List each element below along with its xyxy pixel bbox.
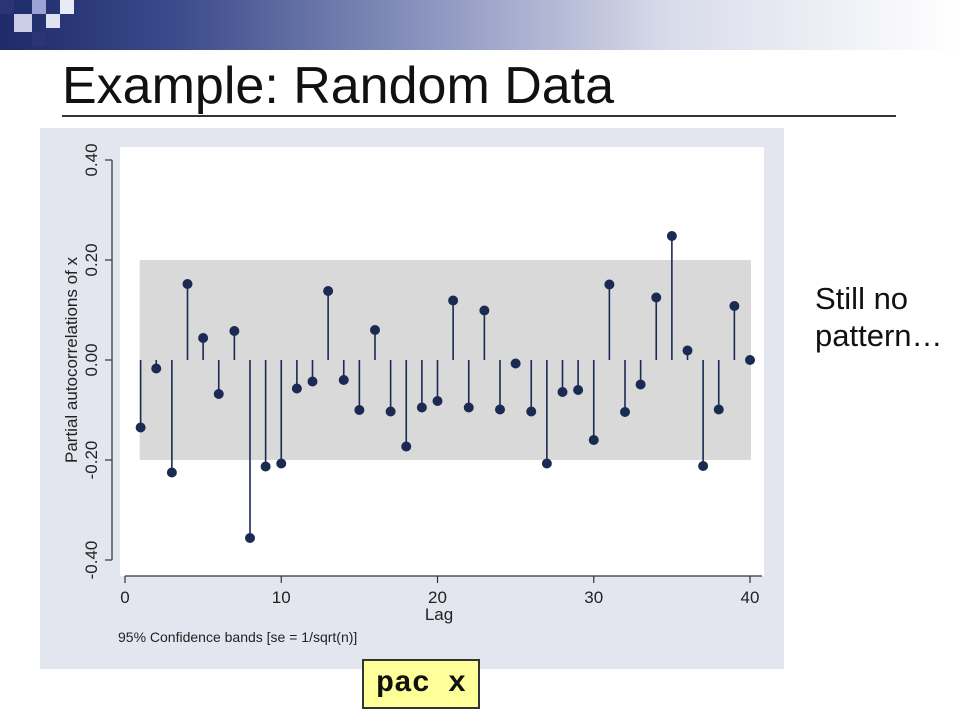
- y-tick-label: 0.40: [82, 143, 101, 176]
- command-box: pac x: [362, 659, 480, 709]
- x-tick-label: 20: [428, 588, 447, 607]
- pacf-point: [479, 305, 490, 316]
- side-note: Still no pattern…: [815, 280, 943, 354]
- pacf-point: [416, 402, 427, 413]
- pacf-point: [713, 404, 724, 415]
- side-note-line-2: pattern…: [815, 318, 943, 353]
- pacf-point: [557, 387, 568, 397]
- x-tick-label: 30: [584, 588, 603, 607]
- pacf-point: [276, 458, 287, 469]
- pacf-point: [245, 533, 255, 543]
- pacf-point: [370, 325, 380, 335]
- pacf-point: [604, 279, 615, 290]
- y-tick-label: 0.00: [82, 343, 101, 376]
- x-axis-label: Lag: [425, 605, 453, 624]
- decor-square-light: [14, 14, 32, 32]
- pacf-point: [198, 333, 209, 343]
- pacf-point: [401, 441, 412, 452]
- pacf-point: [729, 301, 740, 311]
- y-axis-ticks: -0.40 -0.20 0.00 0.20 0.40: [82, 143, 112, 579]
- chart-note: 95% Confidence bands [se = 1/sqrt(n)]: [118, 629, 357, 645]
- pacf-point: [448, 295, 459, 306]
- pacf-point: [698, 461, 709, 471]
- y-tick-label: 0.20: [82, 243, 101, 276]
- pacf-point: [323, 286, 334, 296]
- header-gradient-band: [0, 0, 960, 50]
- pacf-point: [166, 467, 177, 478]
- x-tick-label: 0: [120, 588, 129, 607]
- decor-square-light-3: [60, 0, 74, 14]
- pacf-point: [463, 402, 474, 413]
- pacf-point: [666, 231, 677, 241]
- pacf-point: [213, 389, 224, 399]
- decor-square-dark: [0, 0, 14, 14]
- side-note-line-1: Still no: [815, 281, 909, 316]
- pacf-point: [151, 363, 162, 374]
- decor-square-light-2: [46, 14, 60, 28]
- decor-square-mid: [32, 0, 46, 14]
- pacf-point: [432, 396, 443, 406]
- pacf-point: [635, 379, 646, 390]
- x-tick-label: 10: [272, 588, 291, 607]
- pacf-point: [229, 326, 240, 336]
- pacf-point: [573, 385, 584, 395]
- pacf-point: [307, 376, 318, 387]
- pacf-point: [354, 405, 365, 415]
- pacf-point: [338, 375, 349, 385]
- stem-series: [135, 231, 755, 543]
- command-text: pac x: [375, 667, 466, 701]
- pacf-point: [588, 435, 599, 445]
- pacf-point: [260, 461, 271, 472]
- decor-square-dark-2: [32, 32, 46, 46]
- pacf-point: [682, 345, 693, 356]
- confidence-band: [139, 260, 751, 460]
- pacf-point: [385, 406, 396, 417]
- y-tick-label: -0.20: [82, 441, 101, 480]
- y-tick-label: -0.40: [82, 541, 101, 580]
- y-axis-label: Partial autocorrelations of x: [62, 257, 81, 463]
- pacf-point: [620, 407, 630, 417]
- x-axis-ticks: 0 10 20 30 40: [120, 576, 759, 607]
- pacf-point: [651, 292, 662, 303]
- pacf-point: [495, 404, 505, 415]
- title-underline: [62, 115, 896, 117]
- pacf-point: [182, 279, 193, 289]
- pacf-point: [541, 458, 552, 469]
- pacf-point: [526, 406, 537, 417]
- pacf-point: [510, 358, 521, 369]
- pacf-point: [291, 383, 302, 394]
- slide-title: Example: Random Data: [62, 57, 615, 115]
- x-tick-label: 40: [741, 588, 760, 607]
- pacf-point: [135, 422, 146, 433]
- pacf-point: [745, 355, 755, 365]
